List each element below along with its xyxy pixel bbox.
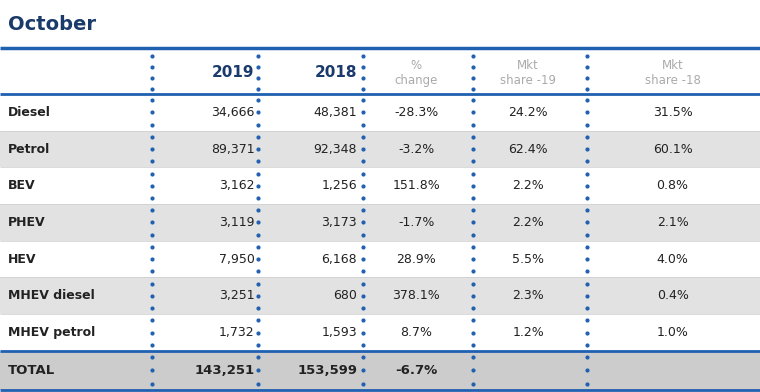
Text: 2.1%: 2.1% [657, 216, 689, 229]
Text: 6,168: 6,168 [321, 252, 357, 266]
Text: 5.5%: 5.5% [512, 252, 544, 266]
Text: 143,251: 143,251 [195, 364, 255, 377]
Text: 8.7%: 8.7% [400, 326, 432, 339]
Text: Petrol: Petrol [8, 143, 50, 156]
Text: October: October [8, 15, 96, 34]
Bar [0, 278, 760, 314]
Text: Mkt
share -18: Mkt share -18 [644, 58, 701, 87]
Text: 3,162: 3,162 [219, 179, 255, 192]
Text: 7,950: 7,950 [219, 252, 255, 266]
Text: 153,599: 153,599 [297, 364, 357, 377]
Text: 60.1%: 60.1% [653, 143, 692, 156]
Text: 0.8%: 0.8% [657, 179, 689, 192]
Text: 28.9%: 28.9% [396, 252, 436, 266]
Text: MHEV diesel: MHEV diesel [8, 289, 94, 302]
Text: 1.2%: 1.2% [512, 326, 544, 339]
Text: 1,593: 1,593 [321, 326, 357, 339]
Text: 31.5%: 31.5% [653, 106, 692, 119]
Text: 3,173: 3,173 [321, 216, 357, 229]
Text: 2018: 2018 [315, 65, 357, 80]
Text: 0.4%: 0.4% [657, 289, 689, 302]
Text: 2.2%: 2.2% [512, 179, 544, 192]
Text: 62.4%: 62.4% [508, 143, 548, 156]
Text: 2019: 2019 [212, 65, 255, 80]
Text: 2.3%: 2.3% [512, 289, 544, 302]
Text: 48,381: 48,381 [314, 106, 357, 119]
Text: 24.2%: 24.2% [508, 106, 548, 119]
Text: 151.8%: 151.8% [392, 179, 440, 192]
Text: 92,348: 92,348 [314, 143, 357, 156]
Text: -3.2%: -3.2% [398, 143, 434, 156]
Bar [0, 131, 760, 167]
Bar [0, 204, 760, 241]
Text: 680: 680 [334, 289, 357, 302]
Text: Diesel: Diesel [8, 106, 50, 119]
Text: -1.7%: -1.7% [398, 216, 434, 229]
Text: 1,256: 1,256 [321, 179, 357, 192]
Text: Mkt
share -19: Mkt share -19 [500, 58, 556, 87]
Text: 1.0%: 1.0% [657, 326, 689, 339]
Text: TOTAL: TOTAL [8, 364, 55, 377]
Text: 4.0%: 4.0% [657, 252, 689, 266]
Text: 3,119: 3,119 [219, 216, 255, 229]
Bar [0, 351, 760, 390]
Text: 2.2%: 2.2% [512, 216, 544, 229]
Text: %
change: % change [394, 58, 438, 87]
Text: 34,666: 34,666 [211, 106, 255, 119]
Text: 89,371: 89,371 [211, 143, 255, 156]
Text: MHEV petrol: MHEV petrol [8, 326, 95, 339]
Text: PHEV: PHEV [8, 216, 46, 229]
Text: 3,251: 3,251 [219, 289, 255, 302]
Text: -6.7%: -6.7% [395, 364, 437, 377]
Text: 1,732: 1,732 [219, 326, 255, 339]
Text: BEV: BEV [8, 179, 35, 192]
Text: -28.3%: -28.3% [394, 106, 439, 119]
Text: HEV: HEV [8, 252, 36, 266]
Text: 378.1%: 378.1% [392, 289, 440, 302]
